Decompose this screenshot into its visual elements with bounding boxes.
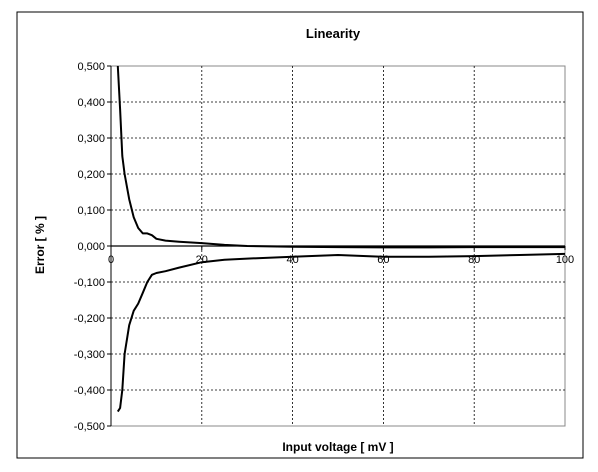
- y-tick-label: -0,400: [74, 385, 105, 397]
- y-tick-label: 0,400: [77, 97, 105, 109]
- y-tick-label: 0,500: [77, 61, 105, 73]
- y-axis-label: Error [ % ]: [33, 216, 47, 274]
- chart-title: Linearity: [306, 26, 361, 41]
- x-tick-label: 100: [556, 254, 574, 266]
- x-tick-label: 0: [108, 254, 114, 266]
- y-tick-label: 0,100: [77, 205, 105, 217]
- series-line-2: [116, 252, 566, 413]
- y-tick-label: -0,100: [74, 277, 105, 289]
- plot-area-group: 0,500 0,400 0,300 0,200 0,100 0,000 -0,100 -0,2…: [74, 61, 574, 433]
- y-tick-label: -0,300: [74, 349, 105, 361]
- y-tick-label: -0,200: [74, 313, 105, 325]
- y-tick-label: 0,000: [77, 241, 105, 253]
- series-line-1: [116, 65, 565, 249]
- y-tick-label: -0,500: [74, 421, 105, 433]
- x-axis-label: Input voltage [ mV ]: [282, 440, 393, 454]
- y-tick-label: 0,300: [77, 133, 105, 145]
- y-tick-label: 0,200: [77, 169, 105, 181]
